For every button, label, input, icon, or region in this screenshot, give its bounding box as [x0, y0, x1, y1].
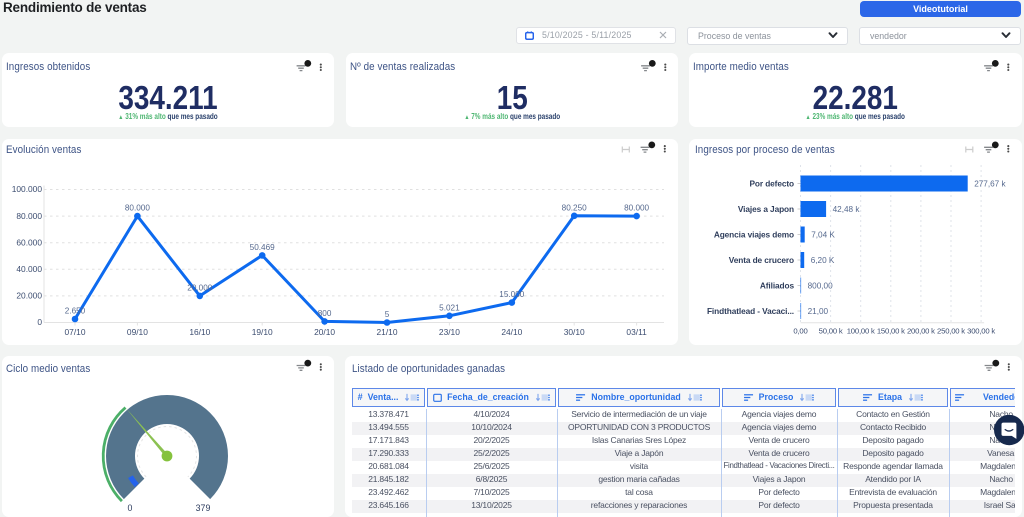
- svg-text:21/10: 21/10: [377, 327, 398, 337]
- svg-text:07/10: 07/10: [65, 327, 86, 337]
- svg-text:20/10: 20/10: [314, 327, 335, 337]
- svg-text:42,48 k: 42,48 k: [833, 205, 861, 214]
- svg-text:80.000: 80.000: [16, 211, 42, 221]
- svg-text:09/10: 09/10: [127, 327, 148, 337]
- svg-text:2.650: 2.650: [65, 307, 86, 316]
- svg-text:24/10: 24/10: [501, 327, 522, 337]
- svg-text:0: 0: [128, 503, 133, 513]
- svg-text:150,00 k: 150,00 k: [877, 326, 905, 335]
- svg-text:6,20 K: 6,20 K: [811, 256, 835, 265]
- svg-text:20.000: 20.000: [16, 291, 42, 301]
- svg-text:Findthatlead - Vacaci...: Findthatlead - Vacaci...: [707, 306, 794, 316]
- svg-text:5: 5: [385, 310, 390, 319]
- svg-text:30/10: 30/10: [564, 327, 585, 337]
- svg-text:Venta de crucero: Venta de crucero: [729, 255, 794, 265]
- svg-text:200,00 k: 200,00 k: [907, 326, 935, 335]
- svg-text:5.021: 5.021: [439, 303, 460, 312]
- svg-text:16/10: 16/10: [189, 327, 210, 337]
- svg-text:40.000: 40.000: [16, 264, 42, 274]
- svg-text:300,00 k: 300,00 k: [967, 326, 995, 335]
- svg-text:Agencia viajes demo: Agencia viajes demo: [714, 230, 794, 240]
- svg-text:20.000: 20.000: [187, 283, 212, 292]
- svg-text:50,00 k: 50,00 k: [819, 326, 843, 335]
- svg-text:50.469: 50.469: [250, 243, 275, 252]
- svg-text:80.000: 80.000: [624, 204, 649, 213]
- svg-text:23/10: 23/10: [439, 327, 460, 337]
- svg-text:03/11: 03/11: [626, 327, 647, 337]
- svg-text:7,04 K: 7,04 K: [811, 230, 835, 239]
- svg-text:250,00 k: 250,00 k: [937, 326, 965, 335]
- svg-text:0: 0: [37, 317, 42, 327]
- svg-text:80.250: 80.250: [562, 203, 587, 212]
- svg-text:80.000: 80.000: [125, 204, 150, 213]
- svg-text:800: 800: [318, 309, 332, 318]
- svg-text:Por defecto: Por defecto: [749, 179, 794, 189]
- svg-text:Viajes a Japon: Viajes a Japon: [738, 204, 794, 214]
- svg-text:100,00 k: 100,00 k: [847, 326, 875, 335]
- svg-text:0,00: 0,00: [793, 326, 807, 335]
- svg-text:Afiliados: Afiliados: [760, 281, 795, 291]
- svg-text:60.000: 60.000: [16, 237, 42, 247]
- svg-text:21,00: 21,00: [808, 307, 829, 316]
- svg-text:19/10: 19/10: [252, 327, 273, 337]
- svg-text:15.000: 15.000: [499, 290, 524, 299]
- svg-text:379: 379: [196, 503, 211, 513]
- svg-text:800,00: 800,00: [808, 281, 833, 290]
- svg-text:277,67 k: 277,67 k: [974, 179, 1006, 188]
- svg-text:100.000: 100.000: [12, 184, 43, 194]
